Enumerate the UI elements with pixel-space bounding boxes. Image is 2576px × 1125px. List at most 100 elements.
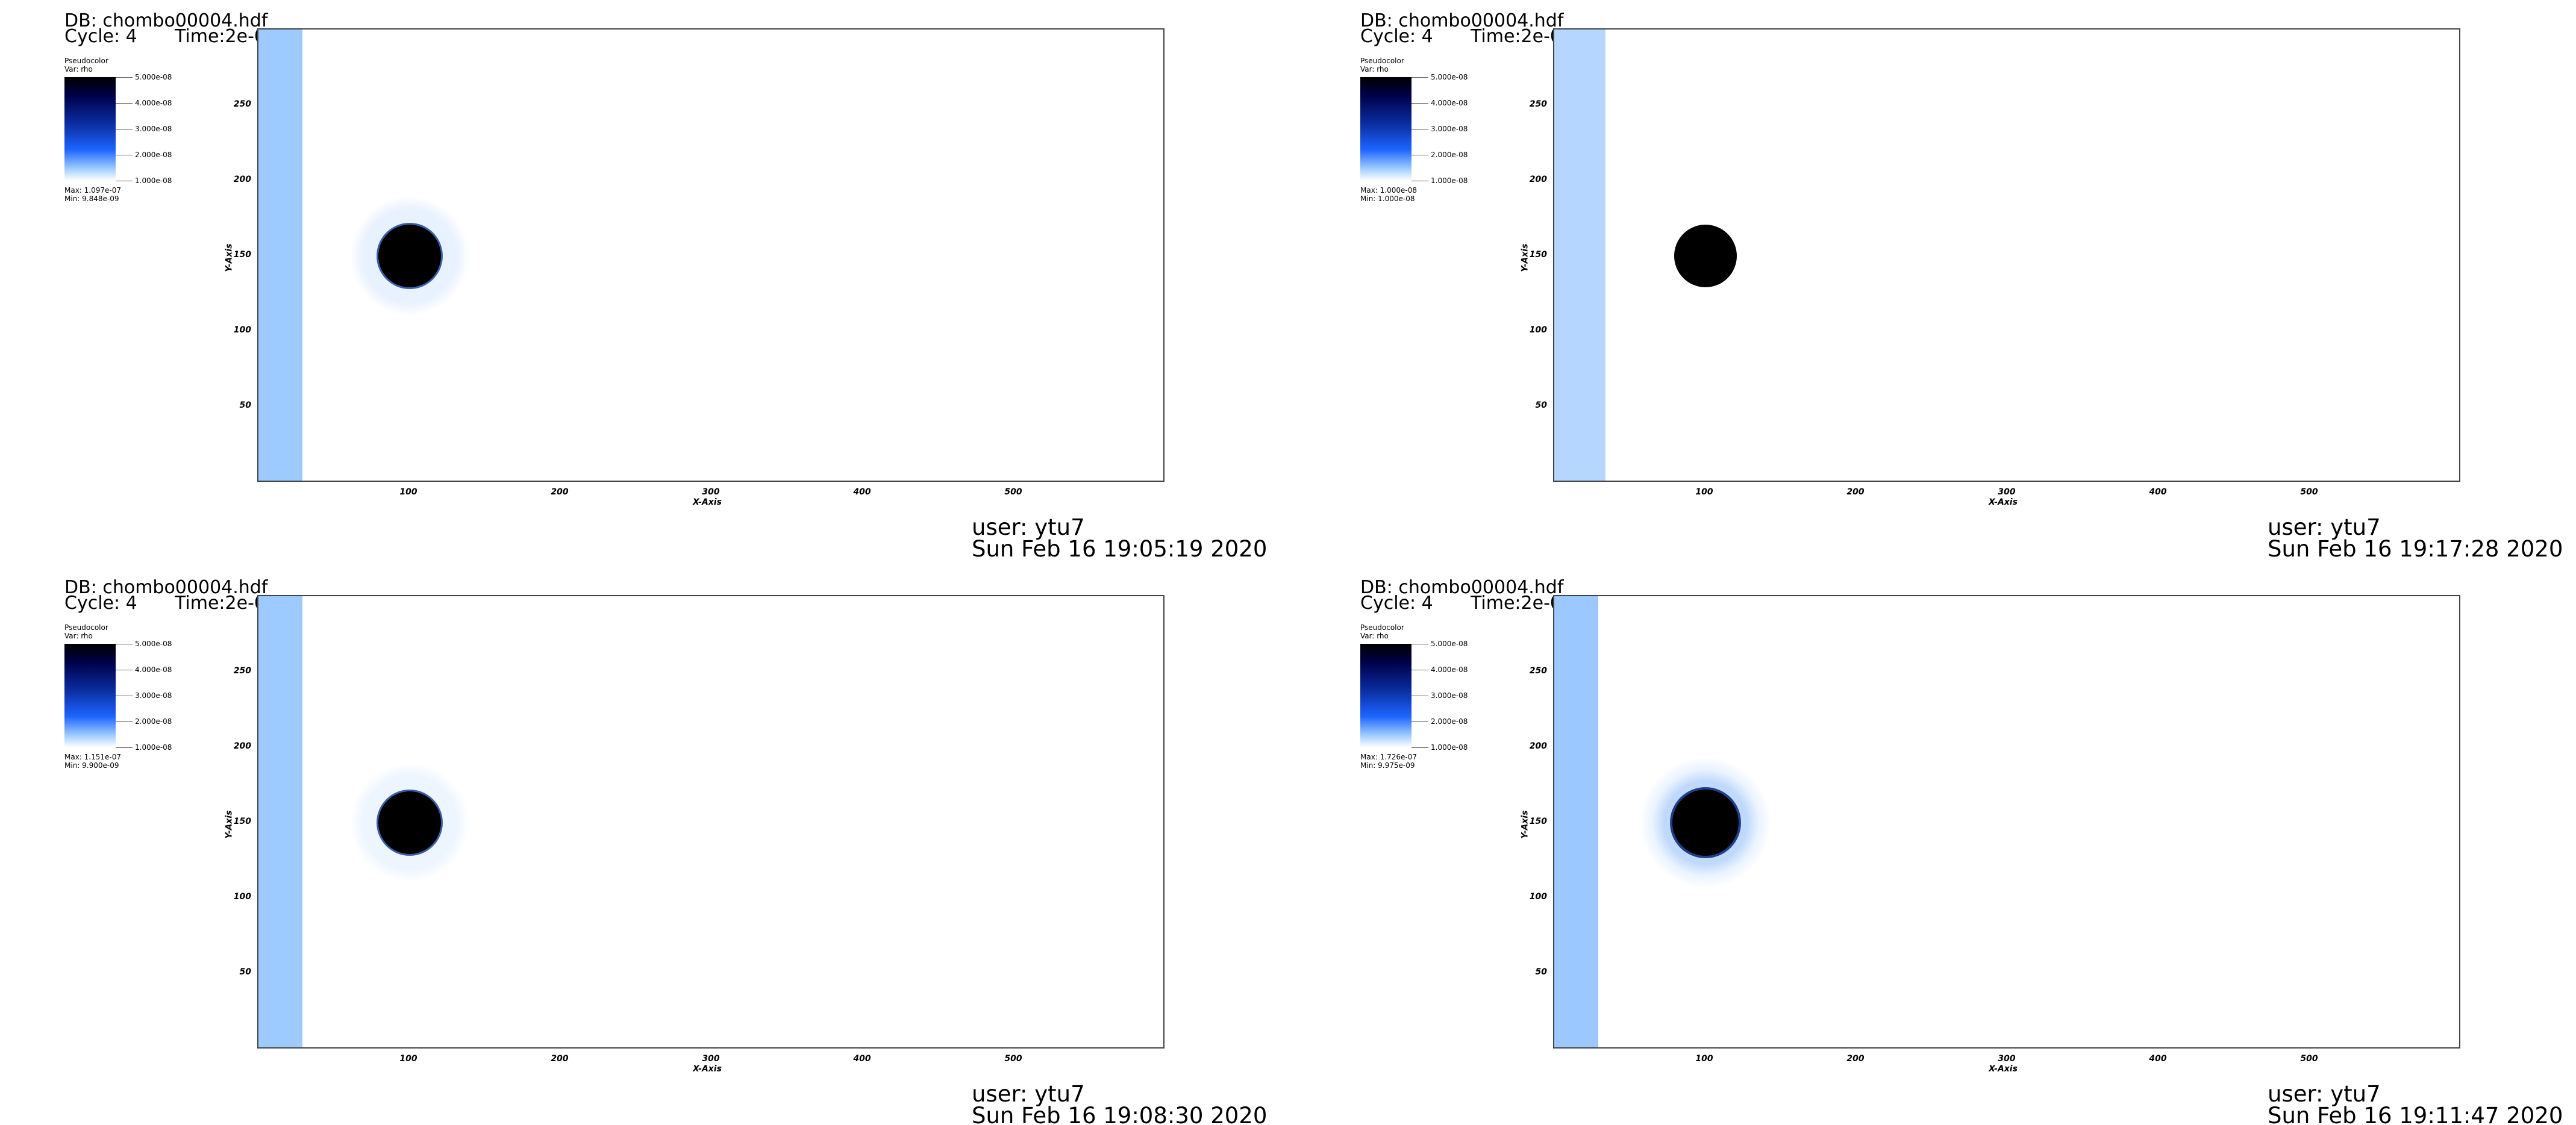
db-filename: DB: chombo00004.hdf bbox=[1360, 10, 1564, 31]
x-tick-label: 100 bbox=[1695, 487, 1713, 497]
cycle-label: Cycle: 4 bbox=[64, 26, 137, 47]
colorbar-tick-label: 1.000e-08 bbox=[1431, 176, 1468, 185]
y-tick-label: 50 bbox=[1535, 400, 1547, 410]
timestamp-label: Sun Feb 16 19:11:47 2020 bbox=[2268, 1103, 2563, 1125]
y-tick-label: 200 bbox=[1529, 741, 1547, 751]
colorbar-tick-label: 5.000e-08 bbox=[135, 73, 172, 81]
plot-panel-top-left: DB: chombo00004.hdf Cycle: 4 Time:2e-06 … bbox=[0, 0, 1288, 562]
y-tick-label: 50 bbox=[1535, 967, 1547, 977]
x-tick-label: 300 bbox=[1998, 1054, 2016, 1064]
db-filename: DB: chombo00004.hdf bbox=[1360, 577, 1564, 598]
colorbar-tick-label: 4.000e-08 bbox=[135, 99, 172, 107]
legend-variable: Var: rho bbox=[64, 65, 93, 73]
x-tick-label: 200 bbox=[551, 1054, 569, 1064]
density-blob bbox=[1672, 790, 1739, 856]
colorbar-tick-label: 4.000e-08 bbox=[135, 665, 172, 674]
legend-variable: Var: rho bbox=[64, 632, 93, 640]
colorbar-tick-label: 1.000e-08 bbox=[135, 176, 172, 185]
colorbar-tick-label: 3.000e-08 bbox=[1431, 125, 1468, 133]
x-tick-label: 200 bbox=[1846, 487, 1865, 497]
y-tick-label: 50 bbox=[239, 400, 251, 410]
plot-area[interactable] bbox=[257, 28, 1165, 482]
x-tick-label: 400 bbox=[853, 487, 871, 497]
y-tick-label: 100 bbox=[233, 325, 251, 335]
x-tick-label: 100 bbox=[399, 487, 417, 497]
x-axis-label: X-Axis bbox=[693, 1064, 722, 1074]
y-tick-label: 200 bbox=[1529, 175, 1547, 184]
inflow-region bbox=[1554, 596, 1598, 1047]
colorbar-tick-label: 3.000e-08 bbox=[135, 125, 172, 133]
legend-title: Pseudocolor bbox=[1360, 623, 1404, 632]
cycle-label: Cycle: 4 bbox=[1360, 26, 1433, 47]
colorbar bbox=[1360, 77, 1411, 181]
y-axis-label: Y-Axis bbox=[1520, 810, 1530, 839]
y-tick-label: 50 bbox=[239, 967, 251, 977]
colorbar-tick-label: 3.000e-08 bbox=[1431, 691, 1468, 700]
cycle-label: Cycle: 4 bbox=[1360, 593, 1433, 614]
x-axis-label: X-Axis bbox=[1989, 497, 2018, 507]
y-tick-label: 150 bbox=[1529, 817, 1547, 826]
legend-max: Max: 1.097e-07 bbox=[64, 186, 122, 195]
user-label: user: ytu7 bbox=[972, 514, 1085, 540]
colorbar bbox=[1360, 644, 1411, 747]
y-tick-label: 200 bbox=[233, 175, 251, 184]
x-tick-label: 400 bbox=[853, 1054, 871, 1064]
plot-area[interactable] bbox=[1553, 595, 2460, 1049]
colorbar-tick bbox=[116, 103, 133, 104]
x-tick-label: 400 bbox=[2149, 487, 2167, 497]
user-label: user: ytu7 bbox=[2268, 1081, 2381, 1107]
y-tick-label: 250 bbox=[233, 99, 251, 109]
inflow-region bbox=[258, 596, 302, 1047]
x-tick-label: 200 bbox=[1846, 1054, 1865, 1064]
colorbar-tick bbox=[116, 721, 133, 722]
colorbar-tick bbox=[1411, 721, 1428, 722]
legend-min: Min: 9.848e-09 bbox=[64, 195, 119, 203]
x-tick-label: 500 bbox=[1004, 487, 1022, 497]
x-tick-label: 300 bbox=[1998, 487, 2016, 497]
x-tick-label: 300 bbox=[702, 487, 720, 497]
legend-min: Min: 9.975e-09 bbox=[1360, 761, 1415, 770]
legend-max: Max: 1.000e-08 bbox=[1360, 186, 1418, 195]
x-tick-label: 200 bbox=[551, 487, 569, 497]
plot-panel-bottom-left: DB: chombo00004.hdf Cycle: 4 Time:2e-06 … bbox=[0, 567, 1288, 1125]
x-axis-label: X-Axis bbox=[1989, 1064, 2018, 1074]
y-tick-label: 250 bbox=[233, 666, 251, 676]
x-tick-label: 300 bbox=[702, 1054, 720, 1064]
x-tick-label: 500 bbox=[2300, 487, 2318, 497]
db-filename: DB: chombo00004.hdf bbox=[64, 577, 268, 598]
plot-panel-top-right: DB: chombo00004.hdf Cycle: 4 Time:2e-06 … bbox=[1296, 0, 2576, 562]
colorbar-tick-label: 1.000e-08 bbox=[1431, 743, 1468, 752]
colorbar-tick-label: 1.000e-08 bbox=[135, 743, 172, 752]
density-blob bbox=[378, 225, 441, 287]
plot-area[interactable] bbox=[1553, 28, 2460, 482]
timestamp-label: Sun Feb 16 19:08:30 2020 bbox=[972, 1103, 1268, 1125]
legend-max: Max: 1.151e-07 bbox=[64, 753, 122, 761]
y-tick-label: 100 bbox=[233, 892, 251, 902]
colorbar-tick-label: 4.000e-08 bbox=[1431, 99, 1468, 107]
legend-variable: Var: rho bbox=[1360, 65, 1389, 73]
y-tick-label: 250 bbox=[1529, 666, 1547, 676]
colorbar-tick-label: 5.000e-08 bbox=[1431, 640, 1468, 648]
colorbar-tick-label: 5.000e-08 bbox=[1431, 73, 1468, 81]
colorbar-tick-label: 4.000e-08 bbox=[1431, 665, 1468, 674]
timestamp-label: Sun Feb 16 19:05:19 2020 bbox=[972, 536, 1268, 562]
colorbar-tick bbox=[1411, 747, 1428, 748]
y-axis-label: Y-Axis bbox=[1520, 243, 1530, 272]
colorbar bbox=[64, 644, 116, 747]
plot-area[interactable] bbox=[257, 595, 1165, 1049]
legend-title: Pseudocolor bbox=[1360, 57, 1404, 65]
colorbar-tick-label: 3.000e-08 bbox=[135, 691, 172, 700]
colorbar-tick-label: 2.000e-08 bbox=[135, 151, 172, 159]
legend-max: Max: 1.726e-07 bbox=[1360, 753, 1418, 761]
colorbar-tick-label: 2.000e-08 bbox=[1431, 717, 1468, 726]
plot-panel-bottom-right: DB: chombo00004.hdf Cycle: 4 Time:2e-06 … bbox=[1296, 567, 2576, 1125]
legend-min: Min: 9.900e-09 bbox=[64, 761, 119, 770]
x-tick-label: 100 bbox=[399, 1054, 417, 1064]
x-tick-label: 100 bbox=[1695, 1054, 1713, 1064]
y-tick-label: 250 bbox=[1529, 99, 1547, 109]
y-axis-label: Y-Axis bbox=[224, 810, 234, 839]
colorbar-tick-label: 2.000e-08 bbox=[135, 717, 172, 726]
y-tick-label: 150 bbox=[233, 250, 251, 260]
colorbar-tick bbox=[116, 747, 133, 748]
